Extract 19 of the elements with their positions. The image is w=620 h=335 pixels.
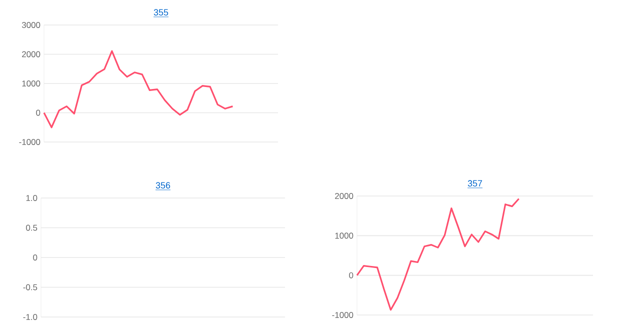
y-tick-label: 2000 bbox=[22, 51, 40, 58]
y-tick-label: 2000 bbox=[335, 193, 354, 199]
y-tick-label: 0 bbox=[33, 254, 38, 260]
line-series bbox=[43, 50, 234, 128]
y-tick-label: 0 bbox=[36, 110, 40, 116]
y-tick-label: -1000 bbox=[19, 139, 40, 145]
chart-title: 356 bbox=[156, 182, 170, 189]
y-tick-label: 1000 bbox=[22, 80, 40, 86]
chart-title: 357 bbox=[468, 180, 482, 187]
y-tick-label: 0.5 bbox=[26, 224, 38, 231]
y-tick-label: -0.5 bbox=[23, 284, 38, 290]
chart-title: 355 bbox=[154, 9, 168, 16]
y-tick-label: 1000 bbox=[335, 232, 354, 239]
y-tick-label: -1.0 bbox=[23, 314, 38, 320]
line-series bbox=[356, 198, 520, 311]
y-tick-label: -1000 bbox=[332, 312, 354, 318]
y-tick-label: 0 bbox=[349, 272, 354, 278]
y-tick-label: 3000 bbox=[22, 22, 40, 28]
y-tick-label: 1.0 bbox=[26, 195, 38, 201]
